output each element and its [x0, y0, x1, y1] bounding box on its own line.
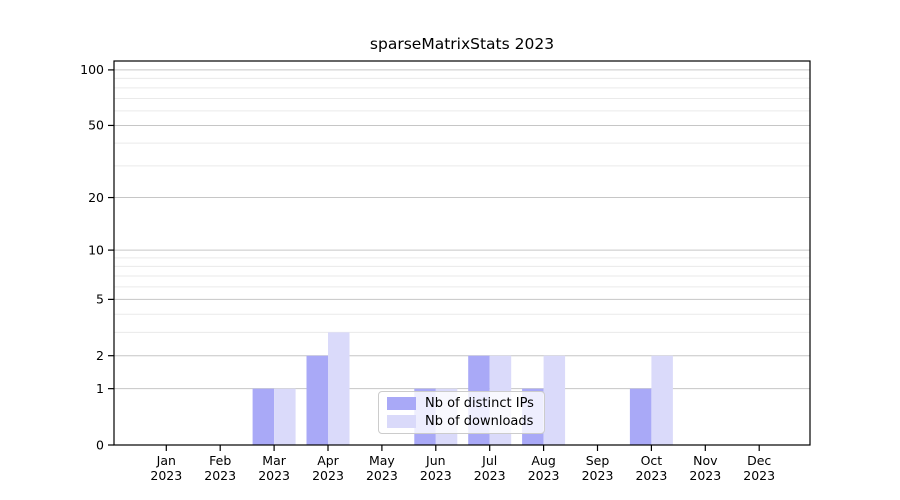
x-tick-label-month: Oct [641, 453, 663, 468]
y-axis-tick-label: 5 [96, 292, 104, 307]
x-tick-label-year: 2023 [420, 468, 452, 483]
x-tick-label-year: 2023 [582, 468, 614, 483]
y-axis-tick-label: 100 [80, 62, 104, 77]
x-tick-label-year: 2023 [312, 468, 344, 483]
bar-downloads-oct [651, 355, 673, 445]
x-tick-label-year: 2023 [474, 468, 506, 483]
legend-item-distinct-ips: Nb of distinct IPs [387, 396, 536, 411]
x-tick-label-month: May [369, 453, 395, 468]
x-tick-label-year: 2023 [150, 468, 182, 483]
y-axis-tick-label: 2 [96, 348, 104, 363]
y-axis-tick-label: 0 [96, 437, 104, 452]
x-tick-label-month: Dec [747, 453, 771, 468]
legend: Nb of distinct IPs Nb of downloads [378, 391, 545, 434]
x-tick-label-month: Jul [481, 453, 497, 468]
x-tick-label-month: Mar [262, 453, 286, 468]
bar-downloads-apr [328, 332, 350, 445]
bar-distinct-ips-apr [306, 355, 328, 445]
x-tick-label-month: Jan [156, 453, 176, 468]
legend-swatch-distinct-ips [387, 397, 416, 410]
legend-swatch-downloads [387, 415, 416, 428]
bar-downloads-mar [274, 388, 296, 445]
x-tick-label-year: 2023 [366, 468, 398, 483]
legend-label-distinct-ips: Nb of distinct IPs [425, 396, 534, 411]
x-tick-label-year: 2023 [743, 468, 775, 483]
y-axis-tick-label: 1 [96, 381, 104, 396]
y-axis-tick-label: 20 [88, 190, 104, 205]
y-axis-tick-label: 50 [88, 118, 104, 133]
x-tick-label-month: Feb [209, 453, 231, 468]
x-tick-label-year: 2023 [204, 468, 236, 483]
bar-distinct-ips-mar [252, 388, 275, 445]
x-tick-label-month: Sep [586, 453, 610, 468]
legend-item-downloads: Nb of downloads [387, 414, 536, 429]
chart-title: sparseMatrixStats 2023 [369, 35, 555, 53]
x-tick-label-month: Aug [531, 453, 555, 468]
x-tick-label-month: Apr [317, 453, 339, 468]
x-tick-label-year: 2023 [635, 468, 667, 483]
x-tick-label-month: Nov [693, 453, 718, 468]
x-tick-label-month: Jun [425, 453, 446, 468]
bar-downloads-aug [543, 355, 566, 445]
y-axis-tick-label: 10 [88, 242, 104, 257]
x-tick-label-year: 2023 [689, 468, 721, 483]
bar-distinct-ips-oct [629, 388, 652, 445]
legend-label-downloads: Nb of downloads [425, 414, 534, 429]
x-tick-label-year: 2023 [258, 468, 290, 483]
plot-border [113, 60, 811, 446]
x-tick-label-year: 2023 [528, 468, 560, 483]
